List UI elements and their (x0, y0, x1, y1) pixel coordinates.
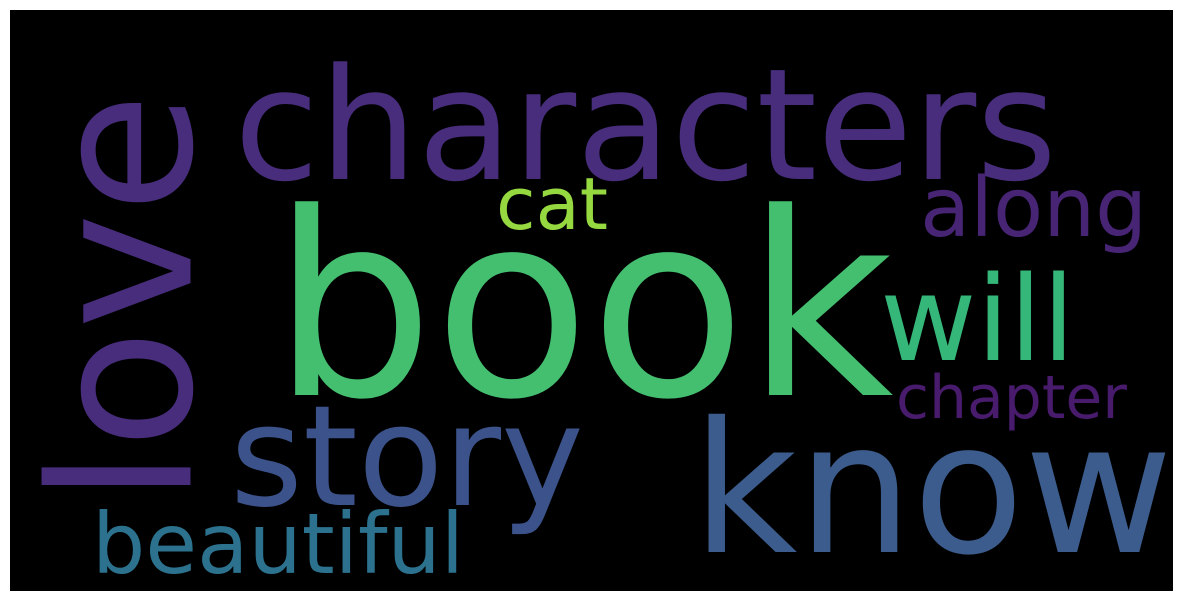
word-chapter: chapter (896, 363, 1127, 433)
word-know: know (692, 383, 1173, 591)
word-characters: characters (234, 35, 1057, 216)
word-cat: cat (496, 162, 608, 246)
word-love: love (10, 92, 238, 504)
word-along: along (920, 161, 1148, 256)
word-beautiful: beautiful (92, 495, 465, 591)
word-book: book (272, 159, 894, 456)
word-will: will (880, 250, 1075, 388)
word-story: story (230, 376, 584, 539)
word-cloud: love characters book cat along will chap… (10, 10, 1173, 591)
